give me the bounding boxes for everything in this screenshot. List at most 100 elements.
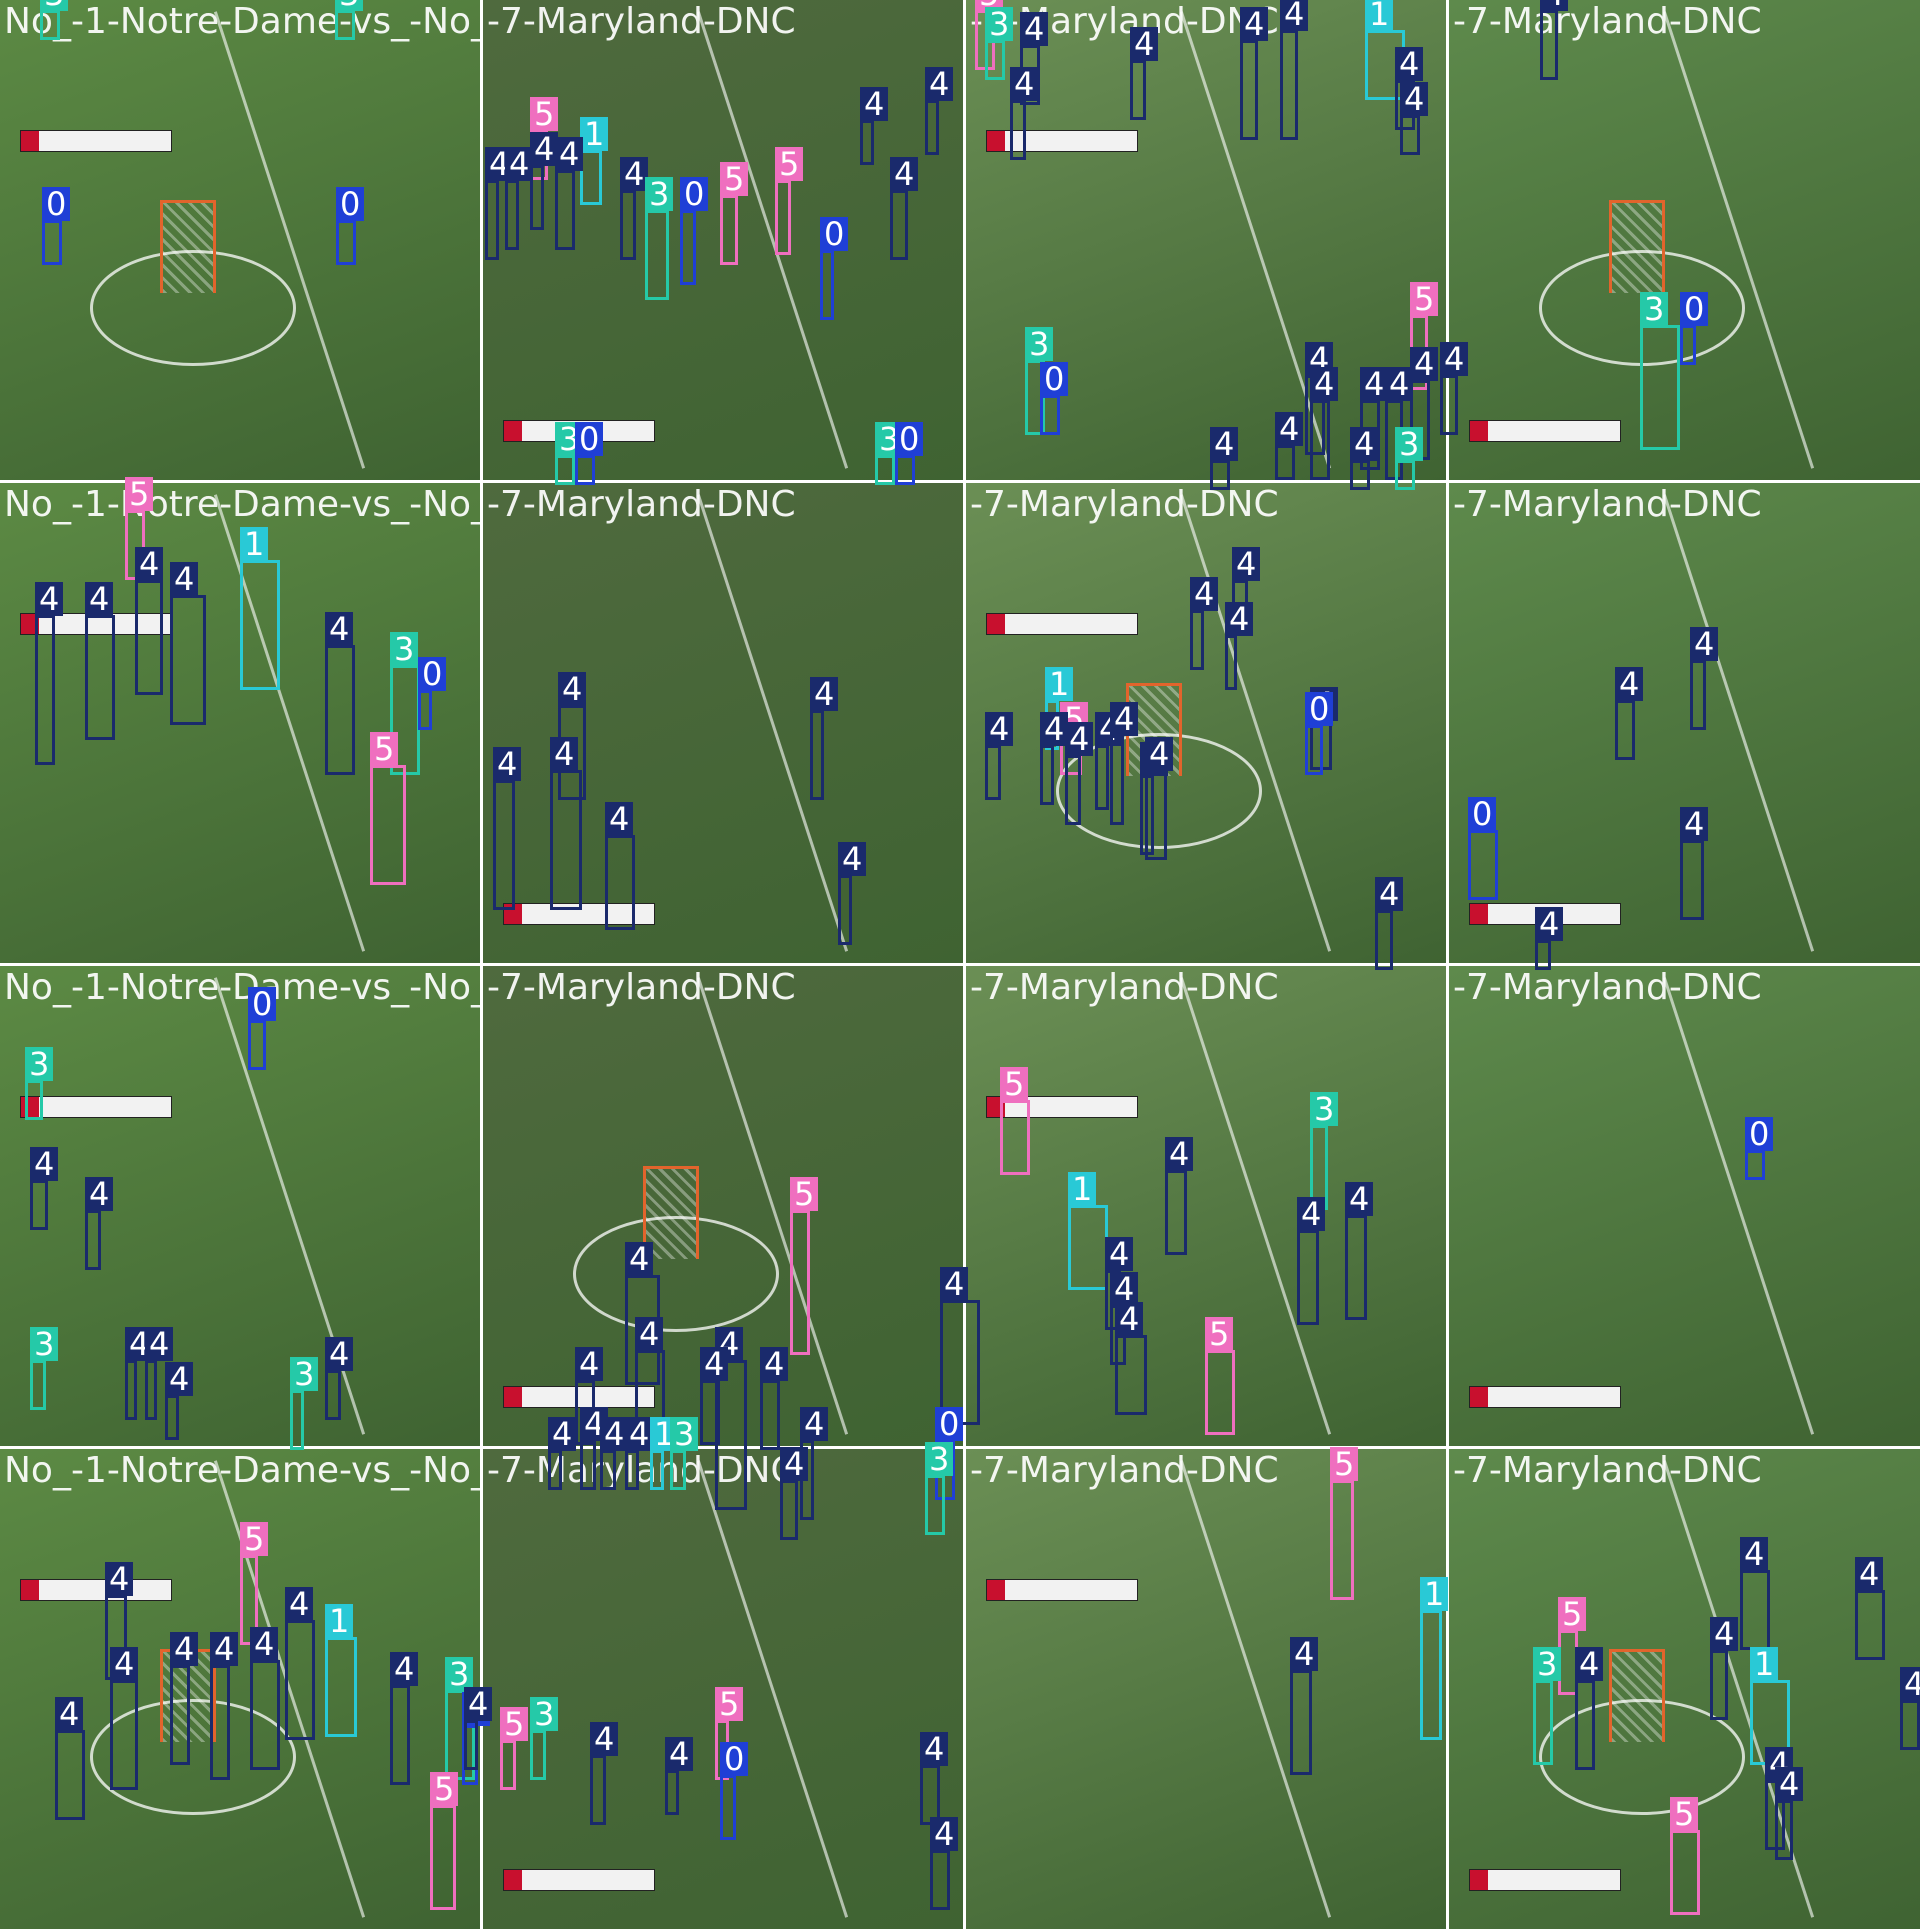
class-label: 3 [1533, 1647, 1562, 1681]
class-label: 5 [715, 1687, 744, 1721]
detection-box: 4 [635, 1317, 665, 1440]
tile-title: No_-1-Notre-Dame-vs_-No_ [4, 1, 480, 42]
class-label: 4 [925, 67, 954, 101]
scoreboard-graphic [503, 1386, 655, 1408]
class-label: 4 [1615, 667, 1644, 701]
detection-box: 0 [1680, 292, 1709, 365]
scoreboard-graphic [503, 1869, 655, 1891]
class-label: 5 [1410, 282, 1439, 316]
class-label: 3 [390, 632, 419, 666]
detection-box: 4 [1280, 0, 1309, 140]
class-label: 5 [370, 732, 399, 766]
scoreboard-graphic [1469, 1386, 1621, 1408]
class-label: 4 [1297, 1197, 1326, 1231]
detection-box: 4 [390, 1652, 419, 1785]
class-label: 4 [250, 1627, 279, 1661]
tile-title: -7-Maryland-DNC [970, 484, 1279, 525]
class-label: 3 [1640, 292, 1669, 326]
class-label: 4 [1740, 1537, 1769, 1571]
class-label: 1 [1420, 1577, 1449, 1611]
lacrosse-goal [1609, 1649, 1665, 1742]
class-label: 4 [105, 1562, 134, 1596]
detection-box: 3 [1640, 292, 1680, 450]
detection-box: 4 [930, 1817, 959, 1910]
class-label: 4 [890, 157, 919, 191]
class-label: 4 [1130, 27, 1159, 61]
tile-title: No_-1-Notre-Dame-vs_-No_ [4, 967, 480, 1008]
detection-box: 4 [35, 582, 64, 765]
detection-box: 4 [1615, 667, 1644, 760]
class-label: 4 [665, 1737, 694, 1771]
class-label: 4 [1710, 1617, 1739, 1651]
mosaic-tile: No_-1-Notre-Dame-vs_-No_ [0, 966, 480, 1446]
class-label: 0 [1305, 692, 1334, 726]
crease-circle [573, 1216, 779, 1332]
mosaic-tile: -7-Maryland-DNC [483, 0, 963, 480]
detection-box: 4 [985, 712, 1014, 800]
class-label: 4 [1385, 367, 1414, 401]
class-label: 4 [548, 1417, 577, 1451]
class-label: 5 [240, 1522, 269, 1556]
class-label: 1 [1750, 1647, 1779, 1681]
class-label: 5 [500, 1707, 529, 1741]
class-label: 4 [1240, 7, 1269, 41]
detection-box: 4 [605, 802, 635, 930]
tile-title: -7-Maryland-DNC [487, 967, 796, 1008]
detection-box: 3 [645, 177, 674, 300]
detection-box: 3 [290, 1357, 319, 1450]
class-label: 5 [1330, 1447, 1359, 1481]
mosaic-tile: -7-Maryland-DNC [1449, 1449, 1920, 1929]
detection-box: 4 [1165, 1137, 1194, 1255]
detection-box: 1 [650, 1417, 679, 1490]
detection-box: 4 [55, 1697, 85, 1820]
detection-box: 0 [1745, 1117, 1774, 1180]
detection-box: 4 [1130, 27, 1159, 120]
class-label: 0 [42, 187, 71, 221]
detection-box: 4 [530, 132, 559, 230]
tile-title: -7-Maryland-DNC [487, 484, 796, 525]
detection-box: 4 [1095, 712, 1124, 810]
detection-box: 4 [105, 1562, 134, 1680]
detection-box: 4 [1375, 877, 1404, 970]
detection-box: 4 [1110, 1272, 1139, 1365]
detection-box: 5 [125, 477, 154, 580]
class-label: 3 [40, 0, 69, 11]
tile-title: -7-Maryland-DNC [970, 1450, 1279, 1491]
detection-box: 0 [42, 187, 71, 265]
class-label: 4 [1690, 627, 1719, 661]
detection-box: 3 [40, 0, 69, 40]
class-label: 4 [1395, 47, 1424, 81]
class-label: 4 [550, 737, 579, 771]
detection-box: 4 [890, 157, 919, 260]
detection-box: 4 [1855, 1557, 1885, 1660]
class-label: 4 [493, 747, 522, 781]
class-label: 4 [1275, 412, 1304, 446]
detection-box: 4 [550, 737, 582, 910]
class-label: 4 [1535, 907, 1564, 941]
detection-box: 4 [1010, 67, 1039, 160]
detection-box: 0 [895, 422, 924, 485]
mosaic-tile: No_-1-Notre-Dame-vs_-No_ [0, 0, 480, 480]
class-label: 4 [170, 1632, 199, 1666]
detection-box: 0 [820, 217, 849, 320]
detection-box: 4 [1065, 722, 1094, 825]
detection-box: 5 [1000, 1067, 1030, 1175]
class-label: 4 [860, 87, 889, 121]
detection-box: 4 [485, 147, 514, 260]
class-label: 4 [35, 582, 64, 616]
class-label: 3 [335, 0, 364, 11]
class-label: 5 [775, 147, 804, 181]
class-label: 3 [670, 1417, 699, 1451]
detection-box: 3 [555, 422, 584, 485]
class-label: 4 [625, 1417, 654, 1451]
detection-box: 4 [325, 612, 355, 775]
class-label: 4 [30, 1147, 59, 1181]
class-label: 4 [838, 842, 867, 876]
detection-box: 4 [170, 1632, 199, 1765]
detection-box: 4 [810, 677, 839, 800]
class-label: 0 [1468, 797, 1497, 831]
detection-box: 4 [1040, 712, 1069, 805]
class-label: 3 [1310, 1092, 1339, 1126]
detection-box: 4 [1110, 702, 1139, 825]
